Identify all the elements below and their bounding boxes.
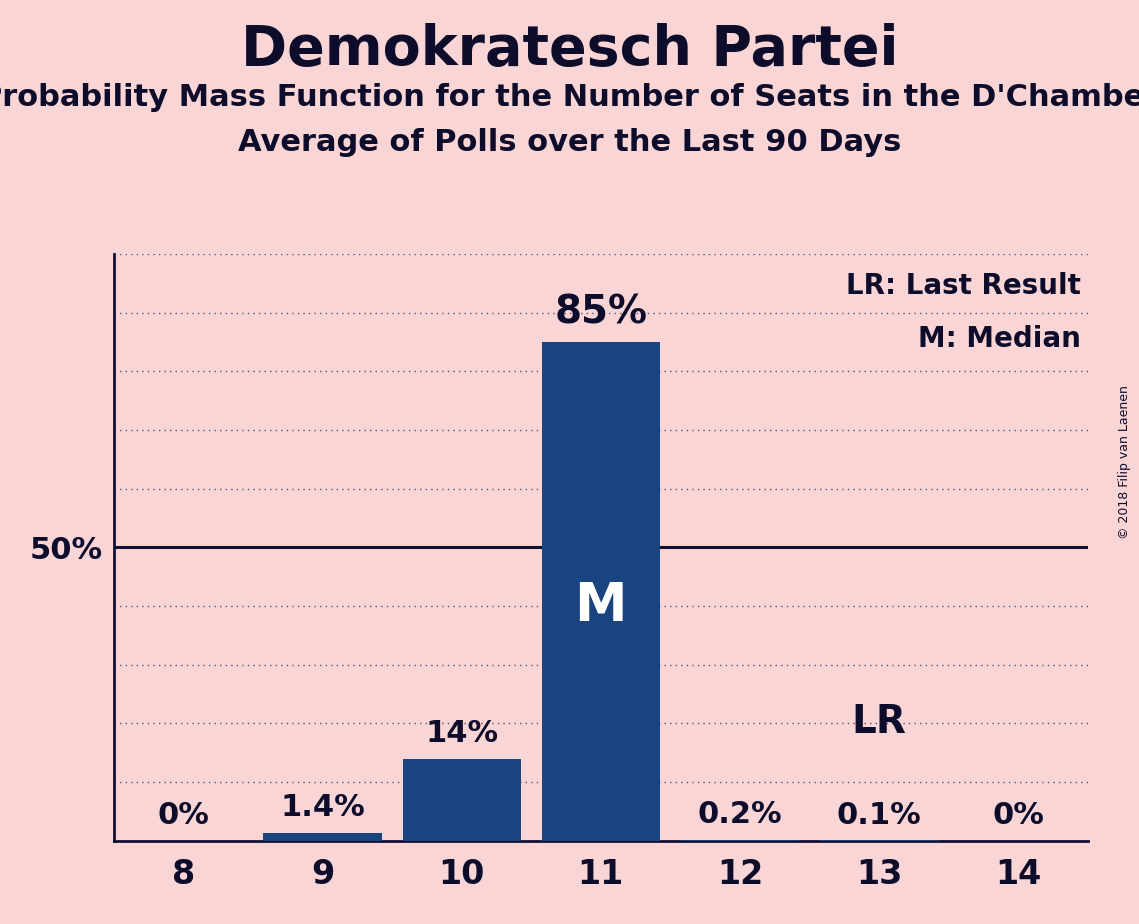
Text: LR: Last Result: LR: Last Result — [846, 272, 1081, 299]
Text: Probability Mass Function for the Number of Seats in the D'Chamber: Probability Mass Function for the Number… — [0, 83, 1139, 112]
Text: © 2018 Filip van Laenen: © 2018 Filip van Laenen — [1118, 385, 1131, 539]
Text: M: M — [574, 580, 628, 632]
Bar — [263, 833, 382, 841]
Text: 0.1%: 0.1% — [837, 801, 921, 830]
Bar — [681, 840, 800, 841]
Text: M: Median: M: Median — [918, 324, 1081, 353]
Text: 0%: 0% — [157, 801, 210, 831]
Text: 85%: 85% — [555, 294, 647, 332]
Text: Demokratesch Partei: Demokratesch Partei — [240, 23, 899, 77]
Text: 1.4%: 1.4% — [280, 793, 364, 822]
Text: LR: LR — [852, 703, 907, 741]
Bar — [542, 342, 659, 841]
Text: 0.2%: 0.2% — [697, 800, 782, 829]
Text: 0%: 0% — [992, 801, 1044, 831]
Text: 14%: 14% — [425, 719, 498, 748]
Bar — [402, 759, 521, 841]
Text: Average of Polls over the Last 90 Days: Average of Polls over the Last 90 Days — [238, 128, 901, 156]
